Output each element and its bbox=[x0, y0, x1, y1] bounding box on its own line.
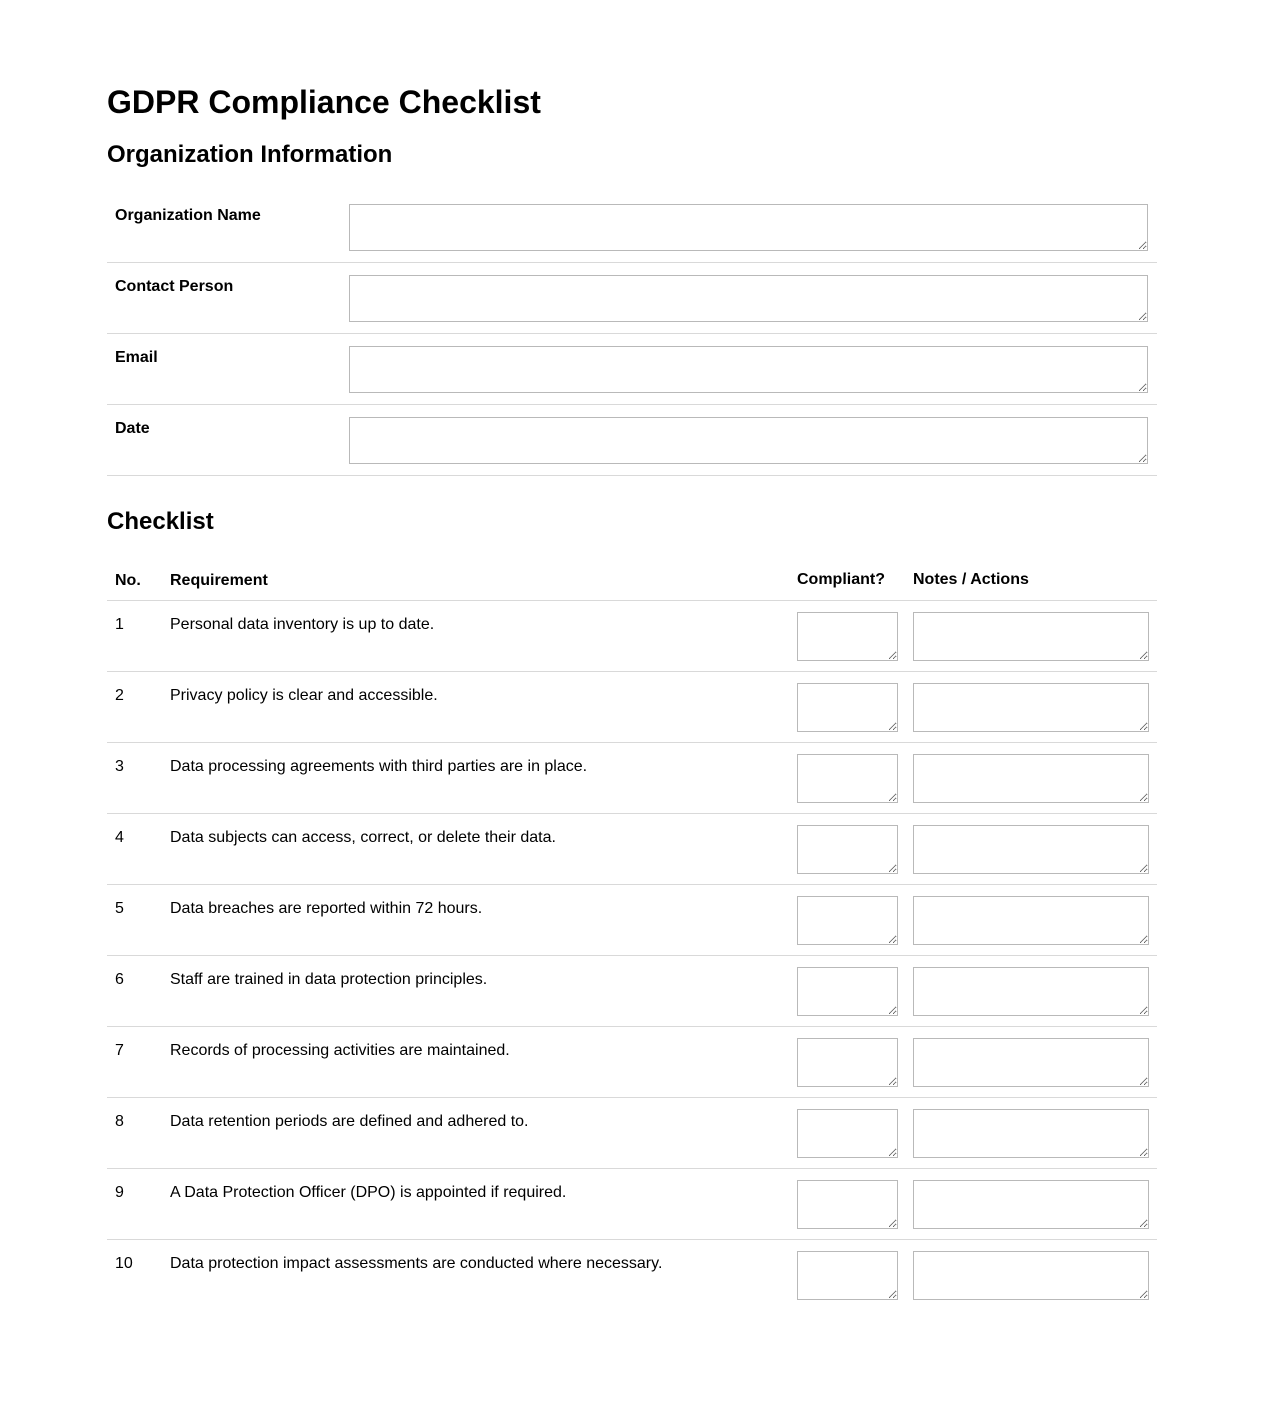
column-header-notes: Notes / Actions bbox=[913, 570, 1029, 588]
column-header-requirement: Requirement bbox=[170, 571, 268, 589]
page-title: GDPR Compliance Checklist bbox=[107, 84, 541, 120]
compliant-input-4[interactable] bbox=[797, 825, 898, 875]
form-field-row: Email bbox=[107, 334, 1157, 406]
notes-input-7[interactable] bbox=[913, 1038, 1149, 1088]
row-requirement: Personal data inventory is up to date. bbox=[170, 616, 435, 634]
compliant-input-9[interactable] bbox=[797, 1180, 898, 1230]
org-info-heading: Organization Information bbox=[107, 140, 393, 168]
row-requirement: Data retention periods are defined and a… bbox=[170, 1113, 529, 1131]
compliant-input-2[interactable] bbox=[797, 683, 898, 733]
checklist-row: 4 Data subjects can access, correct, or … bbox=[107, 814, 1157, 886]
column-header-compliant: Compliant? bbox=[797, 570, 885, 588]
notes-input-10[interactable] bbox=[913, 1251, 1149, 1301]
field-input-email[interactable] bbox=[349, 346, 1148, 394]
notes-input-6[interactable] bbox=[913, 967, 1149, 1017]
form-field-row: Contact Person bbox=[107, 263, 1157, 335]
checklist-rows: 1 Personal data inventory is up to date.… bbox=[107, 601, 1157, 1310]
compliant-input-3[interactable] bbox=[797, 754, 898, 804]
row-requirement: A Data Protection Officer (DPO) is appoi… bbox=[170, 1184, 567, 1202]
row-number: 5 bbox=[115, 900, 124, 918]
field-label: Date bbox=[115, 420, 150, 438]
checklist-row: 8 Data retention periods are defined and… bbox=[107, 1098, 1157, 1170]
compliant-input-10[interactable] bbox=[797, 1251, 898, 1301]
row-requirement: Privacy policy is clear and accessible. bbox=[170, 687, 438, 705]
org-info-form: Organization Name Contact Person Email D… bbox=[107, 192, 1157, 477]
checklist-table: No. Requirement Compliant? Notes / Actio… bbox=[107, 560, 1157, 1310]
compliant-input-6[interactable] bbox=[797, 967, 898, 1017]
row-requirement: Records of processing activities are mai… bbox=[170, 1042, 510, 1060]
field-label: Contact Person bbox=[115, 278, 234, 296]
row-number: 6 bbox=[115, 971, 124, 989]
compliant-input-1[interactable] bbox=[797, 612, 898, 662]
checklist-row: 6 Staff are trained in data protection p… bbox=[107, 956, 1157, 1028]
field-input-contact-person[interactable] bbox=[349, 275, 1148, 323]
checklist-row: 5 Data breaches are reported within 72 h… bbox=[107, 885, 1157, 957]
row-requirement: Staff are trained in data protection pri… bbox=[170, 971, 488, 989]
gdpr-checklist-page: GDPR Compliance Checklist Organization I… bbox=[107, 0, 1157, 1310]
notes-input-5[interactable] bbox=[913, 896, 1149, 946]
checklist-row: 7 Records of processing activities are m… bbox=[107, 1027, 1157, 1099]
notes-input-3[interactable] bbox=[913, 754, 1149, 804]
compliant-input-8[interactable] bbox=[797, 1109, 898, 1159]
row-requirement: Data subjects can access, correct, or de… bbox=[170, 829, 556, 847]
row-number: 1 bbox=[115, 616, 124, 634]
compliant-input-7[interactable] bbox=[797, 1038, 898, 1088]
row-number: 7 bbox=[115, 1042, 124, 1060]
row-number: 3 bbox=[115, 758, 124, 776]
checklist-row: 9 A Data Protection Officer (DPO) is app… bbox=[107, 1169, 1157, 1241]
checklist-row: 1 Personal data inventory is up to date. bbox=[107, 601, 1157, 673]
field-input-date[interactable] bbox=[349, 417, 1148, 465]
field-label: Email bbox=[115, 349, 158, 367]
checklist-heading: Checklist bbox=[107, 508, 214, 536]
column-header-no: No. bbox=[115, 571, 141, 589]
notes-input-4[interactable] bbox=[913, 825, 1149, 875]
checklist-row: 2 Privacy policy is clear and accessible… bbox=[107, 672, 1157, 744]
notes-input-2[interactable] bbox=[913, 683, 1149, 733]
row-number: 10 bbox=[115, 1255, 133, 1273]
row-requirement: Data protection impact assessments are c… bbox=[170, 1255, 663, 1273]
row-requirement: Data breaches are reported within 72 hou… bbox=[170, 900, 483, 918]
checklist-header-row: No. Requirement Compliant? Notes / Actio… bbox=[107, 560, 1157, 602]
row-requirement: Data processing agreements with third pa… bbox=[170, 758, 588, 776]
row-number: 2 bbox=[115, 687, 124, 705]
form-field-row: Date bbox=[107, 405, 1157, 477]
checklist-row: 3 Data processing agreements with third … bbox=[107, 743, 1157, 815]
row-number: 9 bbox=[115, 1184, 124, 1202]
notes-input-1[interactable] bbox=[913, 612, 1149, 662]
compliant-input-5[interactable] bbox=[797, 896, 898, 946]
notes-input-8[interactable] bbox=[913, 1109, 1149, 1159]
field-label: Organization Name bbox=[115, 207, 261, 225]
checklist-row: 10 Data protection impact assessments ar… bbox=[107, 1240, 1157, 1310]
row-number: 8 bbox=[115, 1113, 124, 1131]
notes-input-9[interactable] bbox=[913, 1180, 1149, 1230]
field-input-organization-name[interactable] bbox=[349, 204, 1148, 252]
form-field-row: Organization Name bbox=[107, 192, 1157, 264]
row-number: 4 bbox=[115, 829, 124, 847]
